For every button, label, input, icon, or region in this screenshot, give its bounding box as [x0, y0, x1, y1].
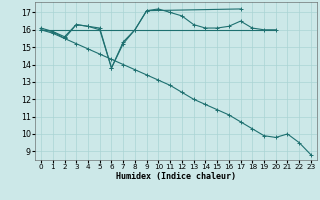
X-axis label: Humidex (Indice chaleur): Humidex (Indice chaleur) — [116, 172, 236, 181]
